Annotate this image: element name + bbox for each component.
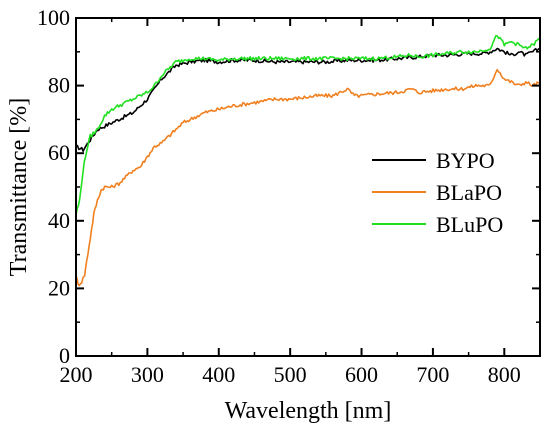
series-line-blapo [75,68,541,287]
legend: BYPO BLaPO BLuPO [372,148,503,237]
legend-label-bypo: BYPO [436,148,495,173]
series-lines [75,35,541,287]
x-tick-label: 500 [274,362,307,387]
x-tick-label: 300 [131,362,164,387]
y-tick-label: 20 [48,275,70,300]
x-tick-label: 600 [345,362,378,387]
y-tick-labels: 0 20 40 60 80 100 [37,5,70,368]
y-tick-label: 60 [48,140,70,165]
series-line-blupo [75,35,541,215]
y-tick-label: 80 [48,73,70,98]
x-axis-label: Wavelength [nm] [225,398,392,424]
y-tick-label: 40 [48,208,70,233]
x-tick-label: 200 [60,362,93,387]
legend-label-blapo: BLaPO [436,180,502,205]
y-axis-label: Transmittance [%] [6,98,32,276]
x-tick-labels: 200 300 400 500 600 700 800 [60,362,521,387]
x-tick-label: 800 [488,362,521,387]
legend-label-blupo: BLuPO [436,212,503,237]
y-tick-label: 0 [59,343,70,368]
x-tick-label: 700 [416,362,449,387]
y-tick-label: 100 [37,5,70,30]
x-tick-label: 400 [202,362,235,387]
axis-ticks [75,17,540,357]
series-line-bypo [75,47,541,152]
